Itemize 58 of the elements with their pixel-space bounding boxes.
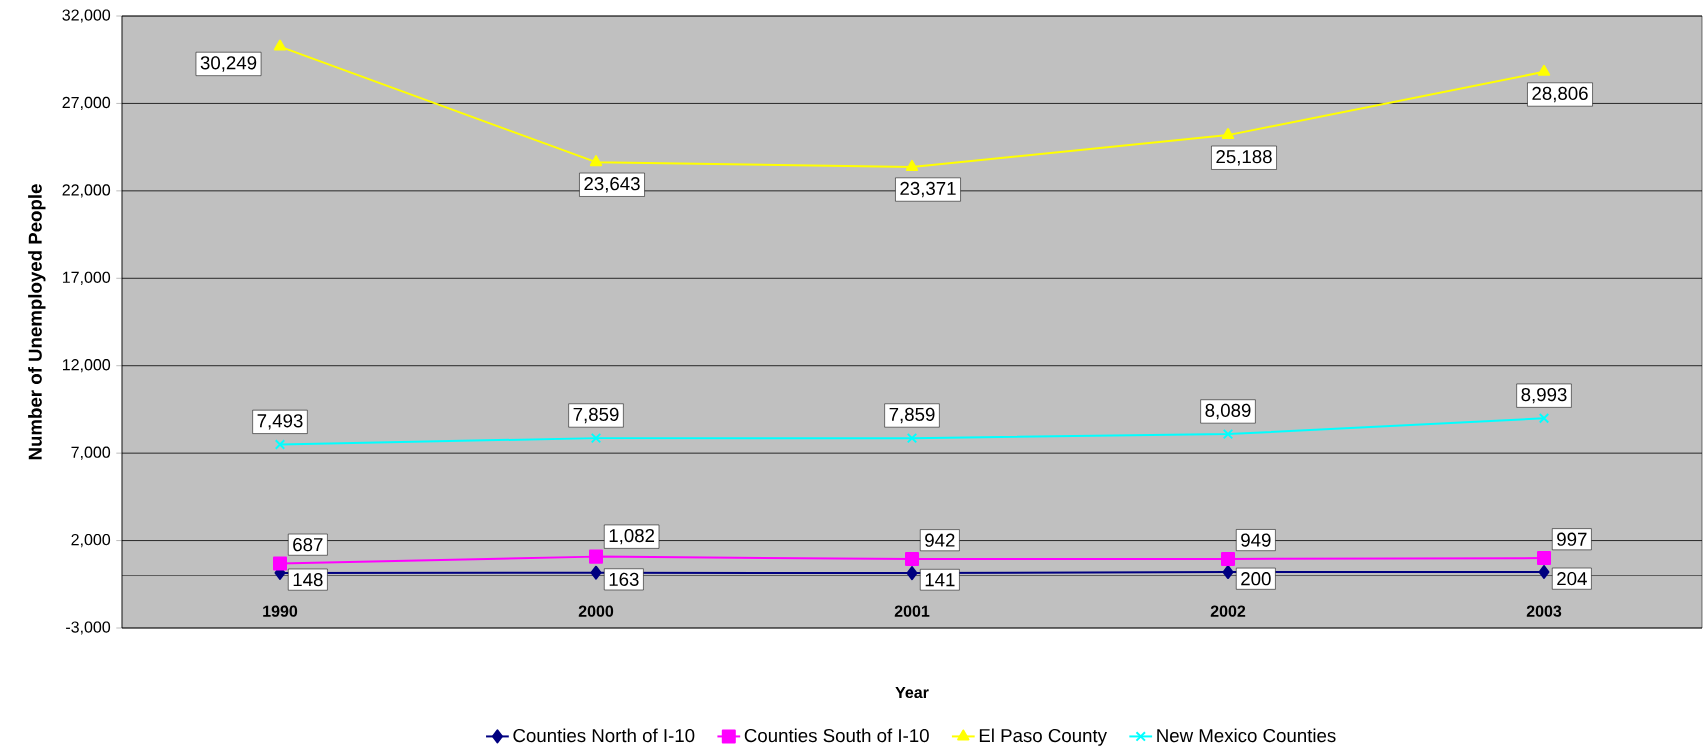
data-label: 1,082 (609, 529, 655, 545)
data-label: 141 (925, 573, 955, 587)
y-tick-label: 22,000 (62, 184, 111, 198)
data-label: 997 (1557, 532, 1587, 546)
point (589, 155, 603, 167)
point (274, 439, 286, 450)
point (1221, 552, 1236, 567)
data-label: 204 (1557, 572, 1587, 586)
point (589, 549, 603, 564)
data-label: 8,993 (1521, 388, 1567, 404)
point (1538, 565, 1550, 580)
x-tick-label: 2000 (578, 605, 614, 617)
y-tick-label: 12,000 (62, 359, 111, 373)
data-label: 28,806 (1532, 86, 1588, 103)
data-label: 148 (293, 573, 323, 587)
data-label: 25,188 (1216, 150, 1272, 166)
y-tick-label: 7,000 (71, 446, 111, 460)
point (906, 566, 918, 581)
x-tick-label: 2001 (894, 605, 930, 617)
y-tick-label: 17,000 (62, 271, 111, 286)
data-label: 23,643 (584, 177, 640, 193)
y-tick-label: 32,000 (62, 9, 111, 23)
point (273, 39, 287, 51)
point (905, 552, 920, 567)
y-axis-title: Number of Unemployed People (28, 184, 46, 460)
x-tick-label: 2003 (1526, 605, 1562, 617)
data-label: 30,249 (200, 56, 257, 72)
legend-label: Counties South of I-10 (744, 728, 929, 743)
x-tick-label: 2002 (1210, 605, 1246, 617)
x-tick-label: 1990 (263, 605, 298, 617)
data-label: 200 (1241, 572, 1271, 586)
data-label: 163 (609, 572, 639, 587)
data-label: 949 (1241, 533, 1271, 547)
legend-label: Counties North of I-10 (513, 728, 695, 743)
legend-label: El Paso County (979, 728, 1107, 746)
data-label: 942 (925, 533, 955, 547)
point (1222, 565, 1234, 580)
data-label: 687 (293, 538, 323, 552)
point (1538, 413, 1550, 424)
data-label: 7,493 (257, 414, 303, 430)
point (1537, 551, 1552, 566)
point (1222, 429, 1234, 440)
point (906, 433, 918, 444)
data-label: 23,371 (900, 181, 956, 198)
point (905, 160, 919, 172)
point (1537, 64, 1551, 76)
point (1221, 128, 1235, 140)
y-tick-label: -3,000 (66, 621, 111, 635)
y-tick-label: 2,000 (71, 534, 111, 548)
data-label: 8,089 (1205, 403, 1251, 420)
data-label: 7,859 (573, 407, 619, 424)
legend-label: New Mexico Counties (1157, 728, 1336, 743)
point (590, 433, 602, 444)
x-axis-title: Year (895, 687, 929, 699)
y-tick-label: 27,000 (62, 96, 111, 111)
point (273, 556, 287, 571)
point (590, 565, 602, 580)
data-label: 7,859 (889, 407, 935, 424)
